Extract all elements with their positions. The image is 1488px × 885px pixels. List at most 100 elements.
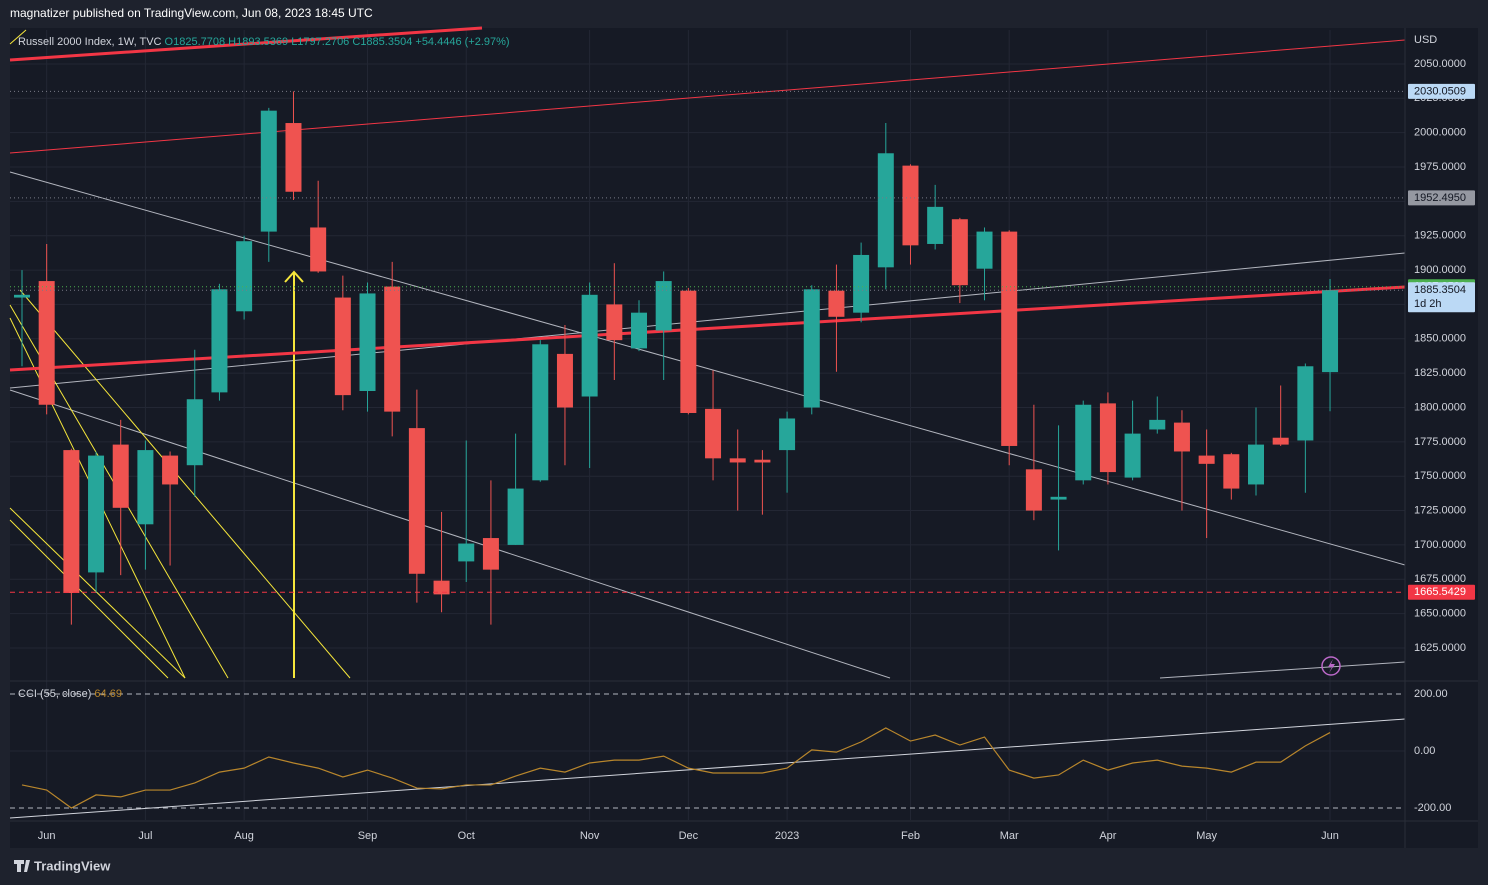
- candle-body: [631, 312, 647, 349]
- legend-low: L1797.2706: [291, 36, 349, 48]
- candle-body: [162, 455, 179, 485]
- legend: Russell 2000 Index, 1W, TVC O1825.7708 H…: [18, 36, 510, 48]
- candle-body: [1149, 419, 1166, 430]
- candle-body: [532, 344, 549, 481]
- x-tick-label: Apr: [1099, 830, 1116, 842]
- candle-body: [976, 231, 993, 269]
- indicator-name: CCI (55, close): [18, 688, 91, 700]
- candle-body: [236, 241, 253, 312]
- legend-symbol: Russell 2000 Index, 1W, TVC: [18, 36, 162, 48]
- x-tick-label: May: [1196, 830, 1217, 842]
- x-tick-label: Jun: [1321, 830, 1339, 842]
- candle-body: [1099, 403, 1116, 473]
- price-label-box: [1408, 584, 1475, 600]
- y-tick-label: 1900.0000: [1414, 264, 1466, 276]
- candle-body: [482, 538, 499, 570]
- indicator-value: 64.69: [94, 688, 122, 700]
- candle-body: [951, 219, 968, 286]
- candle-body: [1248, 444, 1264, 485]
- trend-line: [9, 389, 891, 679]
- trend-line: [9, 26, 483, 62]
- legend-high: H1893.5369: [228, 36, 288, 48]
- candle-body: [655, 281, 672, 331]
- candle-body: [1297, 366, 1314, 441]
- price-label: 1952.4950: [1414, 192, 1466, 204]
- price-label-box: [1408, 83, 1475, 99]
- candle-body: [803, 289, 820, 408]
- candle-body: [853, 254, 870, 313]
- brand-logo: [14, 860, 30, 872]
- candle-body: [1124, 433, 1141, 478]
- y-tick-label: 1850.0000: [1414, 333, 1466, 345]
- candle-body: [1223, 454, 1240, 489]
- candle-body: [754, 459, 771, 463]
- candle-body: [581, 294, 598, 397]
- indicator-legend: CCI (55, close) 64.69: [18, 688, 122, 700]
- trend-line: [9, 39, 1406, 154]
- candle-body: [88, 455, 105, 573]
- candle-body: [63, 450, 80, 594]
- x-tick-label: Oct: [458, 830, 475, 842]
- y-tick-label: 1975.0000: [1414, 161, 1466, 173]
- price-label-box: [1408, 282, 1475, 313]
- chart-area: [10, 28, 1478, 848]
- candle-body: [359, 293, 376, 392]
- candle-body: [877, 153, 894, 268]
- event-icon[interactable]: [1321, 656, 1341, 676]
- y-tick-label: 1750.0000: [1414, 470, 1466, 482]
- candle-body: [285, 123, 302, 192]
- trend-line: [9, 252, 1406, 389]
- y-tick-label: 1725.0000: [1414, 504, 1466, 516]
- candle-body: [14, 294, 30, 298]
- candle-body: [458, 543, 475, 562]
- x-tick-label: Nov: [580, 830, 600, 842]
- indicator-tick-label: 200.00: [1414, 688, 1448, 700]
- x-tick-label: Mar: [1000, 830, 1019, 842]
- x-tick-label: Aug: [234, 830, 254, 842]
- candle-body: [1173, 422, 1190, 452]
- x-tick-label: Sep: [358, 830, 378, 842]
- drawings: [9, 26, 1406, 819]
- candle-body: [729, 458, 746, 463]
- candle-body: [680, 290, 697, 413]
- trend-line: [9, 285, 1406, 372]
- y-tick-label: 1925.0000: [1414, 230, 1466, 242]
- candle-body: [779, 418, 796, 451]
- y-tick-label: 1675.0000: [1414, 573, 1466, 585]
- arrow-head: [284, 270, 304, 283]
- candle-body: [1075, 404, 1092, 481]
- price-countdown: 1d 2h: [1414, 298, 1442, 310]
- price-label: 1665.5429: [1414, 586, 1466, 598]
- indicator-tick-label: 0.00: [1414, 745, 1435, 757]
- trend-line: [9, 718, 1406, 819]
- candle-body: [310, 227, 327, 272]
- trend-line: [9, 29, 27, 45]
- candle-body: [408, 428, 425, 574]
- y-tick-label: 1825.0000: [1414, 367, 1466, 379]
- trend-line: [9, 519, 169, 679]
- candle-body: [927, 206, 944, 244]
- candle-body: [705, 408, 722, 459]
- candle-body: [1322, 290, 1339, 373]
- trend-line: [1159, 661, 1406, 679]
- indicator-tick-label: -200.00: [1414, 802, 1451, 814]
- candle-body: [1025, 469, 1042, 511]
- trend-line: [9, 171, 1406, 566]
- brand: TradingView: [34, 858, 111, 873]
- y-tick-label: 1700.0000: [1414, 539, 1466, 551]
- candle-body: [112, 444, 129, 508]
- legend-open: O1825.7708: [165, 36, 226, 48]
- candle-body: [1198, 455, 1215, 464]
- x-tick-label: Jul: [138, 830, 152, 842]
- candle-body: [38, 281, 55, 405]
- candle-body: [186, 399, 203, 466]
- y-tick-label: 2000.0000: [1414, 127, 1466, 139]
- x-tick-label: Dec: [679, 830, 699, 842]
- legend-change: +54.4446 (+2.97%): [415, 36, 509, 48]
- candle-body: [137, 450, 154, 525]
- x-tick-label: Jun: [38, 830, 56, 842]
- candle-body: [556, 353, 573, 408]
- y-tick-label: 1625.0000: [1414, 642, 1466, 654]
- candle-body: [902, 165, 919, 246]
